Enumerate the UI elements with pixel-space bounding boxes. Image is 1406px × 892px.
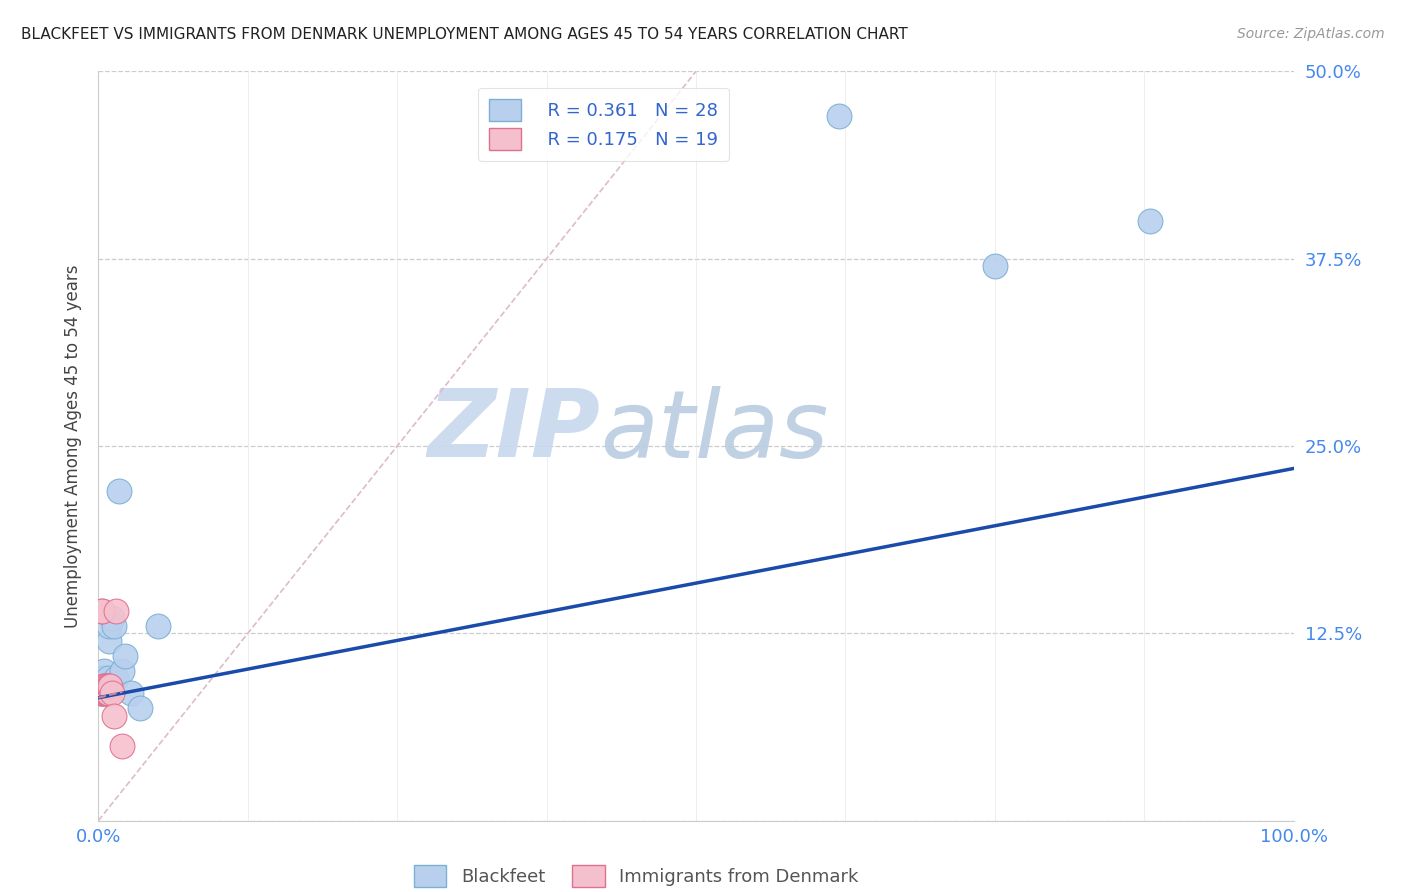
Point: [111, 739, 134, 753]
Point: [103, 619, 125, 633]
Point: [98, 679, 122, 693]
Point: [93, 671, 115, 685]
Text: BLACKFEET VS IMMIGRANTS FROM DENMARK UNEMPLOYMENT AMONG AGES 45 TO 54 YEARS CORR: BLACKFEET VS IMMIGRANTS FROM DENMARK UNE…: [21, 27, 908, 42]
Point: [1139, 214, 1161, 228]
Point: [98, 619, 121, 633]
Text: ZIP: ZIP: [427, 385, 600, 477]
Point: [148, 619, 170, 633]
Point: [107, 483, 129, 498]
Point: [90, 686, 112, 700]
Point: [91, 604, 114, 618]
Point: [97, 679, 120, 693]
Point: [93, 679, 115, 693]
Point: [93, 664, 115, 678]
Point: [98, 633, 121, 648]
Point: [90, 686, 112, 700]
Point: [105, 671, 128, 685]
Point: [129, 701, 152, 715]
Point: [91, 686, 114, 700]
Point: [94, 679, 117, 693]
Point: [98, 679, 122, 693]
Point: [91, 604, 114, 618]
Point: [97, 679, 120, 693]
Point: [91, 679, 114, 693]
Point: [105, 604, 128, 618]
Point: [91, 679, 114, 693]
Point: [111, 664, 134, 678]
Point: [91, 686, 114, 700]
Point: [120, 686, 142, 700]
Point: [96, 686, 118, 700]
Point: [93, 686, 115, 700]
Point: [97, 671, 120, 685]
Text: Source: ZipAtlas.com: Source: ZipAtlas.com: [1237, 27, 1385, 41]
Text: atlas: atlas: [600, 385, 828, 476]
Point: [828, 109, 851, 123]
Point: [96, 686, 118, 700]
Point: [100, 611, 122, 625]
Point: [103, 708, 125, 723]
Point: [984, 259, 1007, 273]
Legend: Blackfeet, Immigrants from Denmark: Blackfeet, Immigrants from Denmark: [406, 857, 866, 892]
Point: [94, 679, 117, 693]
Point: [114, 648, 136, 663]
Point: [97, 686, 120, 700]
Point: [98, 679, 121, 693]
Point: [93, 679, 115, 693]
Point: [96, 679, 118, 693]
Point: [91, 679, 114, 693]
Point: [100, 686, 122, 700]
Point: [91, 671, 114, 685]
Point: [94, 686, 117, 700]
Y-axis label: Unemployment Among Ages 45 to 54 years: Unemployment Among Ages 45 to 54 years: [65, 264, 83, 628]
Point: [96, 686, 118, 700]
